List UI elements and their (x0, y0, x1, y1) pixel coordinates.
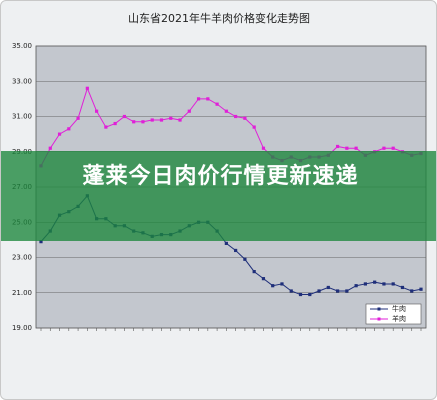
data-point (196, 97, 201, 101)
data-point (335, 144, 340, 149)
y-tick-label: 23.00 (12, 254, 32, 262)
data-point (373, 280, 377, 284)
data-point (39, 240, 43, 244)
data-point (159, 118, 164, 122)
banner (1, 151, 436, 241)
data-point (308, 292, 312, 297)
data-point (410, 289, 414, 293)
data-point (243, 116, 247, 120)
data-point (400, 285, 405, 290)
legend-marker (377, 307, 381, 311)
data-point (252, 270, 256, 274)
data-point (391, 146, 395, 150)
data-point (224, 241, 228, 245)
data-point (354, 146, 358, 150)
data-point (354, 284, 358, 288)
data-point (85, 86, 89, 90)
data-point (345, 146, 349, 150)
data-point (206, 97, 210, 101)
data-point (317, 289, 321, 293)
legend-label: 牛肉 (392, 304, 406, 313)
data-point (234, 114, 238, 119)
data-point (104, 125, 108, 129)
data-point (345, 289, 349, 293)
data-point (76, 116, 80, 120)
data-point (187, 109, 191, 113)
legend-label: 羊肉 (392, 314, 406, 323)
data-point (289, 289, 293, 293)
data-point (335, 289, 340, 293)
data-point (391, 282, 395, 286)
banner-text: 蓬莱今日肉价行情更新速递 (82, 164, 359, 189)
data-point (280, 282, 284, 286)
data-point (261, 146, 266, 150)
data-point (243, 257, 247, 261)
data-point (419, 287, 423, 291)
y-tick-label: 33.00 (12, 77, 32, 85)
data-point (57, 132, 62, 136)
data-point (298, 292, 303, 297)
y-tick-label: 21.00 (12, 289, 32, 297)
data-point (261, 277, 266, 281)
y-tick-label: 35.00 (12, 42, 32, 50)
data-point (141, 120, 145, 124)
data-point (363, 282, 367, 286)
data-point (382, 146, 386, 150)
data-point (178, 118, 182, 122)
data-point (48, 146, 52, 150)
legend-marker (377, 317, 381, 321)
y-tick-label: 31.00 (12, 113, 32, 121)
data-point (382, 282, 386, 286)
data-point (326, 285, 330, 290)
data-point (67, 127, 71, 131)
data-point (150, 118, 154, 122)
data-point (271, 284, 275, 288)
data-point (95, 109, 99, 113)
data-point (122, 114, 127, 119)
data-point (113, 121, 117, 126)
data-point (215, 102, 219, 106)
chart-title: 山东省2021年牛羊肉价格变化走势图 (128, 11, 310, 25)
data-point (224, 109, 228, 113)
y-tick-label: 19.00 (12, 324, 32, 332)
data-point (169, 116, 173, 120)
data-point (132, 120, 136, 124)
data-point (234, 248, 238, 253)
data-point (252, 125, 256, 129)
